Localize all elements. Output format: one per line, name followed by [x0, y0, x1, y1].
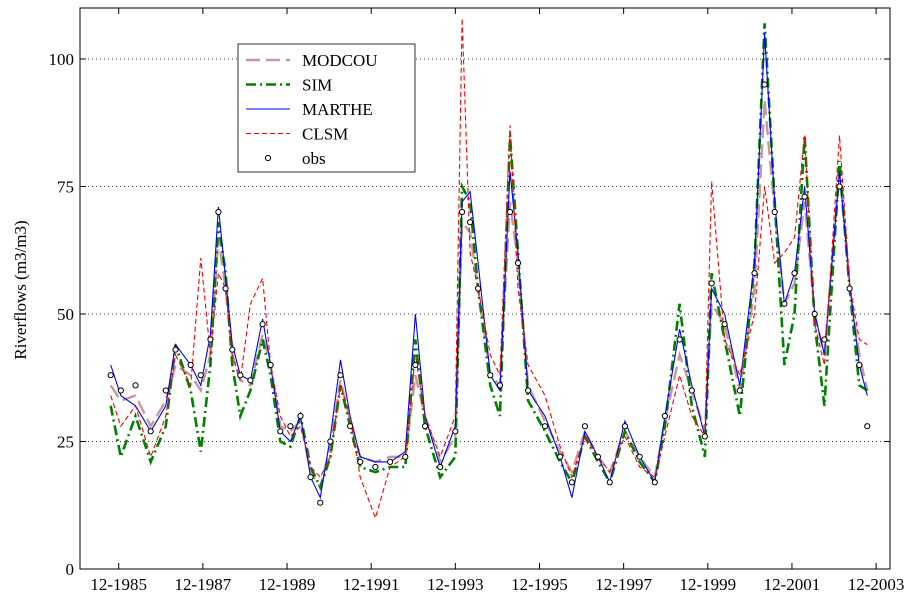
- obs-point: [621, 423, 629, 430]
- series-line: [109, 99, 869, 491]
- obs-point: [836, 183, 843, 190]
- x-tick-label: 12-1997: [595, 575, 652, 594]
- obs-point: [267, 361, 274, 369]
- y-tick-label: 100: [49, 50, 75, 69]
- obs-point: [357, 458, 364, 465]
- x-tick-label: 12-1985: [90, 575, 147, 594]
- obs-point: [172, 346, 179, 353]
- y-axis-label: Riverflows (m3/m3): [11, 220, 30, 359]
- obs-point: [297, 412, 304, 420]
- obs-point: [421, 423, 429, 430]
- y-tick-label: 50: [57, 305, 74, 324]
- obs-point: [132, 382, 139, 389]
- obs-point: [372, 463, 379, 471]
- obs-point: [801, 193, 808, 200]
- x-tick-label: 12-1993: [427, 575, 484, 594]
- obs-point: [402, 453, 409, 460]
- obs-point: [347, 423, 354, 430]
- obs-point: [107, 372, 114, 379]
- x-tick-label: 12-2001: [764, 575, 821, 594]
- x-tick-label: 12-1999: [679, 575, 736, 594]
- obs-point: [117, 387, 124, 394]
- obs-point: [736, 387, 743, 394]
- obs-point: [781, 300, 788, 307]
- obs-point: [771, 208, 778, 216]
- obs-point: [229, 346, 236, 353]
- obs-point: [147, 428, 154, 435]
- obs-point: [487, 372, 494, 379]
- obs-point: [811, 310, 818, 318]
- obs-point: [162, 387, 169, 394]
- obs-point: [458, 208, 466, 216]
- obs-point: [661, 412, 668, 420]
- obs-point: [856, 361, 863, 369]
- obs-point: [514, 259, 522, 267]
- obs-point: [207, 336, 214, 343]
- y-tick-label: 0: [66, 560, 75, 579]
- legend-label: SIM: [302, 76, 332, 95]
- obs-point: [594, 453, 602, 460]
- obs-point: [215, 208, 222, 216]
- x-tick-label: 12-1989: [259, 575, 316, 594]
- obs-point: [187, 361, 194, 369]
- obs-point: [412, 361, 419, 369]
- obs-point: [437, 463, 444, 471]
- obs-point: [327, 438, 334, 445]
- obs-point: [474, 285, 482, 292]
- obs-point: [708, 280, 715, 287]
- obs-point: [197, 372, 204, 379]
- obs-point: [761, 81, 768, 88]
- obs-point: [751, 270, 758, 277]
- obs-point: [237, 372, 244, 379]
- obs-point: [721, 321, 728, 328]
- obs-point: [307, 474, 314, 481]
- obs-point: [846, 285, 853, 292]
- obs-point: [387, 458, 394, 465]
- obs-point: [557, 453, 564, 460]
- x-tick-label: 12-1995: [511, 575, 568, 594]
- legend-label: CLSM: [302, 125, 348, 144]
- legend-marker: [264, 154, 272, 162]
- x-tick-label: 12-1991: [343, 575, 400, 594]
- series-line: [109, 23, 868, 491]
- legend-box: [237, 43, 416, 173]
- obs-point: [701, 433, 708, 440]
- legend-label: MARTHE: [302, 100, 373, 119]
- obs-point: [791, 270, 798, 277]
- obs-point: [317, 499, 324, 506]
- obs-point: [606, 479, 613, 486]
- obs-point: [247, 377, 254, 384]
- x-tick-label: 12-1987: [175, 575, 232, 594]
- obs-point: [287, 423, 294, 430]
- obs-point: [525, 387, 532, 394]
- series-line: [110, 18, 868, 520]
- y-tick-label: 25: [57, 433, 74, 452]
- obs-point: [259, 321, 266, 328]
- obs-point: [636, 453, 643, 460]
- obs-point: [821, 336, 828, 343]
- plot-frame: [79, 7, 891, 570]
- obs-point: [222, 285, 229, 292]
- obs-point: [676, 336, 683, 343]
- legend-label: MODCOU: [302, 51, 378, 70]
- obs-point: [337, 372, 344, 379]
- y-tick-label: 75: [57, 178, 74, 197]
- legend-label: obs: [302, 149, 326, 168]
- obs-point: [581, 423, 589, 430]
- obs-point: [541, 423, 549, 430]
- obs-point: [688, 387, 695, 394]
- obs-point: [466, 219, 474, 226]
- obs-point: [452, 428, 459, 435]
- series-line: [110, 33, 868, 500]
- obs-point: [506, 208, 514, 216]
- obs-point: [496, 382, 504, 389]
- obs-point: [864, 423, 871, 430]
- x-tick-label: 12-2003: [848, 575, 905, 594]
- obs-point: [568, 479, 575, 486]
- obs-point: [277, 428, 284, 435]
- obs-point: [651, 479, 658, 486]
